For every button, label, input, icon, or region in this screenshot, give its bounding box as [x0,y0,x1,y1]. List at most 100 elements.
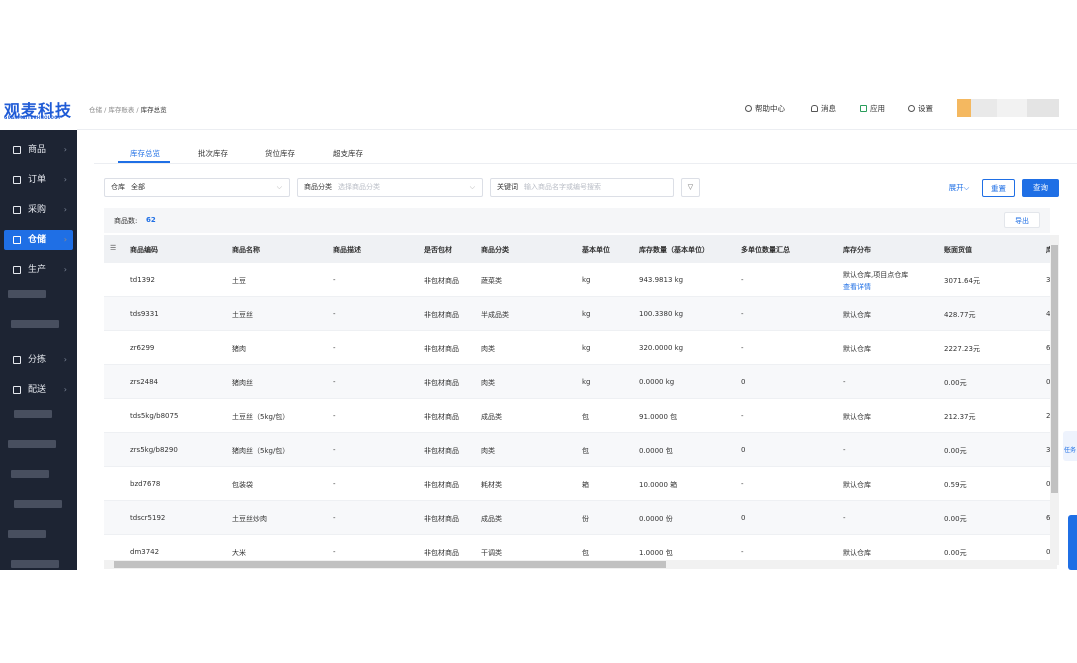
table-cell: 100.3380 kg [639,310,684,318]
reset-button[interactable]: 重置 [982,179,1015,197]
nav-item[interactable]: 采购 › [4,200,73,220]
action-label: 应用 [870,104,885,113]
table-cell: zr6299 [130,344,155,352]
table-cell: 0.00元 [944,549,967,557]
nav-item-blurred[interactable] [8,440,56,448]
nav-label: 分拣 [28,355,47,365]
expand-button[interactable]: 展开⌵ [948,183,970,192]
table-cell: 91.0000 包 [639,413,678,421]
nav-item-blurred[interactable] [11,560,59,568]
nav-item[interactable]: 分拣 › [4,350,73,370]
breadcrumb-item[interactable]: 库存账表 [108,106,135,114]
scrollbar-thumb[interactable] [114,561,666,568]
table-row[interactable]: td1392 土豆 - 非包材商品 蔬菜类 kg 943.9813 kg - 默认仓库,项目点仓… [104,263,1050,297]
filter-label: 仓库 [111,183,125,191]
table-cell: 非包材商品 [424,277,459,285]
nav-item-blurred[interactable] [8,290,46,298]
action-label: 消息 [821,104,836,113]
table-cell: 0 [1046,378,1050,386]
table-cell: kg [582,344,591,352]
tab[interactable]: 货位库存 [265,149,295,158]
nav-label: 配送 [28,385,47,395]
table-cell: 2227.23元 [944,345,980,353]
user-avatar[interactable] [957,99,1059,117]
table-cell: td1392 [130,276,156,284]
nav-item-blurred[interactable] [14,410,52,418]
table-cell: dm3742 [130,548,160,556]
nav-item[interactable]: 订单 › [4,170,73,190]
scrollbar-thumb[interactable] [1051,245,1058,493]
table-cell: 蔬菜类 [481,277,502,285]
nav-item-blurred[interactable] [14,500,62,508]
table-row[interactable]: bzd7678 包装袋 - 非包材商品 耗材类 箱 10.0000 箱 - 默认仓库 0.59元 0 [104,467,1050,501]
table-cell: 非包材商品 [424,549,459,557]
table-cell: 包 [582,413,589,421]
warehouse-select[interactable]: 仓库 全部 ⌵ [104,178,290,197]
filter-label: 商品分类 [304,183,332,191]
nav-item-blurred[interactable] [11,320,59,328]
table-body: td1392 土豆 - 非包材商品 蔬菜类 kg 943.9813 kg - 默认仓库,项目点仓… [104,263,1050,560]
table-row[interactable]: tds9331 土豆丝 - 非包材商品 半成品类 kg 100.3380 kg - 默认仓库 42… [104,297,1050,331]
table-cell: 6 [1046,344,1050,352]
table-cell: bzd7678 [130,480,161,488]
table-cell: - [333,480,336,488]
table-row[interactable]: tds5kg/b8075 土豆丝（5kg/包） - 非包材商品 成品类 包 91.0000 … [104,399,1050,433]
nav-item[interactable]: 仓储 › [4,230,73,250]
table-cell: tds9331 [130,310,159,318]
contact-widget[interactable] [1068,515,1077,570]
nav-label: 商品 [28,145,47,155]
table-cell: 2 [1046,412,1050,420]
column-header: 库存分布 [843,246,871,254]
search-button[interactable]: 查询 [1022,179,1059,197]
nav-item-blurred[interactable] [8,530,46,538]
table-cell: - [843,378,846,386]
messages[interactable]: 消息 [811,103,836,114]
column-header: 是否包材 [424,246,452,254]
task-widget[interactable]: 任务 [1063,431,1077,461]
table-cell: 份 [582,515,589,523]
table-row[interactable]: tdscr5192 土豆丝炒肉 - 非包材商品 成品类 份 0.0000 份 0 - 0.00元 6 [104,501,1050,535]
table-cell: 1.0000 包 [639,549,673,557]
tab[interactable]: 超支库存 [333,149,363,158]
table-cell: 0.00元 [944,447,967,455]
column-settings[interactable]: ☰ [110,244,117,252]
table-row[interactable]: zrs5kg/b8290 猪肉丝（5kg/包） - 非包材商品 肉类 包 0.0000 包 0… [104,433,1050,467]
detail-link[interactable]: 查看详情 [843,283,871,291]
nav-label: 采购 [28,205,47,215]
help-center[interactable]: 帮助中心 [745,103,785,114]
nav-item[interactable]: 生产 › [4,260,73,280]
table-cell: - [333,344,336,352]
table-cell: 非包材商品 [424,447,459,455]
table-cell: 0.0000 包 [639,447,673,455]
table-cell: 212.37元 [944,413,976,421]
table-cell: 6 [1046,514,1050,522]
table-row[interactable]: zrs2484 猪肉丝 - 非包材商品 肉类 kg 0.0000 kg 0 - 0.00元 0 [104,365,1050,399]
nav-item-blurred[interactable] [11,470,49,478]
action-label: 帮助中心 [755,104,785,113]
table-row[interactable]: dm3742 大米 - 非包材商品 干调类 包 1.0000 包 - 默认仓库 0.00元 0 [104,535,1050,560]
keyword-input[interactable]: 关键词 输入商品名字或编号搜索 [490,178,674,197]
tab[interactable]: 批次库存 [198,149,228,158]
table-cell: 成品类 [481,515,502,523]
table-cell: - [843,514,846,522]
breadcrumb-item[interactable]: 仓储 [89,106,102,114]
nav-item[interactable]: 配送 › [4,380,73,400]
logo[interactable]: 观麦科技 [4,101,73,120]
tab[interactable]: 库存总览 [130,149,160,158]
table-cell: 非包材商品 [424,413,459,421]
export-button[interactable]: 导出 [1004,212,1040,228]
task-label: 任务 [1063,447,1076,454]
table-cell: 非包材商品 [424,311,459,319]
table-cell: 包 [582,447,589,455]
nav-item[interactable]: 商品 › [4,140,73,160]
settings[interactable]: 设置 [908,103,933,114]
category-select[interactable]: 商品分类 选择商品分类 ⌵ [297,178,483,197]
table-cell: 0 [741,514,746,522]
table-row[interactable]: zr6299 猪肉 - 非包材商品 肉类 kg 320.0000 kg - 默认仓库 2227.2… [104,331,1050,365]
table-cell: 428.77元 [944,311,976,319]
breadcrumb: 仓储 / 库存账表 / 库存总览 [89,106,167,114]
filter-button[interactable]: ▽ [681,178,700,197]
apps[interactable]: 应用 [860,103,885,114]
table-cell: 土豆丝（5kg/包） [232,413,290,421]
